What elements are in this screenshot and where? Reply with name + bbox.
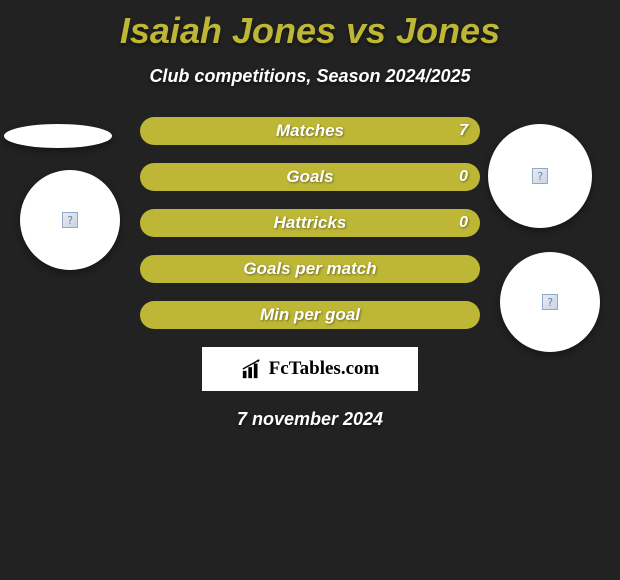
page-title: Isaiah Jones vs Jones (0, 0, 620, 52)
stat-row: Goals per match (140, 255, 480, 283)
stat-label: Goals (286, 167, 333, 187)
placeholder-image-icon: ? (62, 212, 78, 228)
page-subtitle: Club competitions, Season 2024/2025 (0, 66, 620, 87)
watermark-content: FcTables.com (241, 358, 380, 380)
avatar-right-bottom-circle: ? (500, 252, 600, 352)
stat-row: Goals 0 (140, 163, 480, 191)
stat-row: Hattricks 0 (140, 209, 480, 237)
stat-value-right: 0 (459, 168, 468, 186)
stat-row: Matches 7 (140, 117, 480, 145)
watermark: FcTables.com (202, 347, 418, 391)
stat-value-right: 7 (459, 122, 468, 140)
stat-label: Matches (276, 121, 344, 141)
stat-label: Hattricks (274, 213, 347, 233)
avatar-left-circle: ? (20, 170, 120, 270)
stats-container: Matches 7 Goals 0 Hattricks 0 Goals per … (140, 117, 480, 329)
avatar-left-ellipse (4, 124, 112, 148)
placeholder-image-icon: ? (542, 294, 558, 310)
bar-chart-icon (241, 358, 263, 380)
watermark-text: FcTables.com (269, 358, 380, 380)
avatar-right-top-circle: ? (488, 124, 592, 228)
stat-label: Min per goal (260, 305, 360, 325)
placeholder-image-icon: ? (532, 168, 548, 184)
stat-value-right: 0 (459, 214, 468, 232)
stat-label: Goals per match (243, 259, 376, 279)
stat-row: Min per goal (140, 301, 480, 329)
date-text: 7 november 2024 (0, 409, 620, 430)
